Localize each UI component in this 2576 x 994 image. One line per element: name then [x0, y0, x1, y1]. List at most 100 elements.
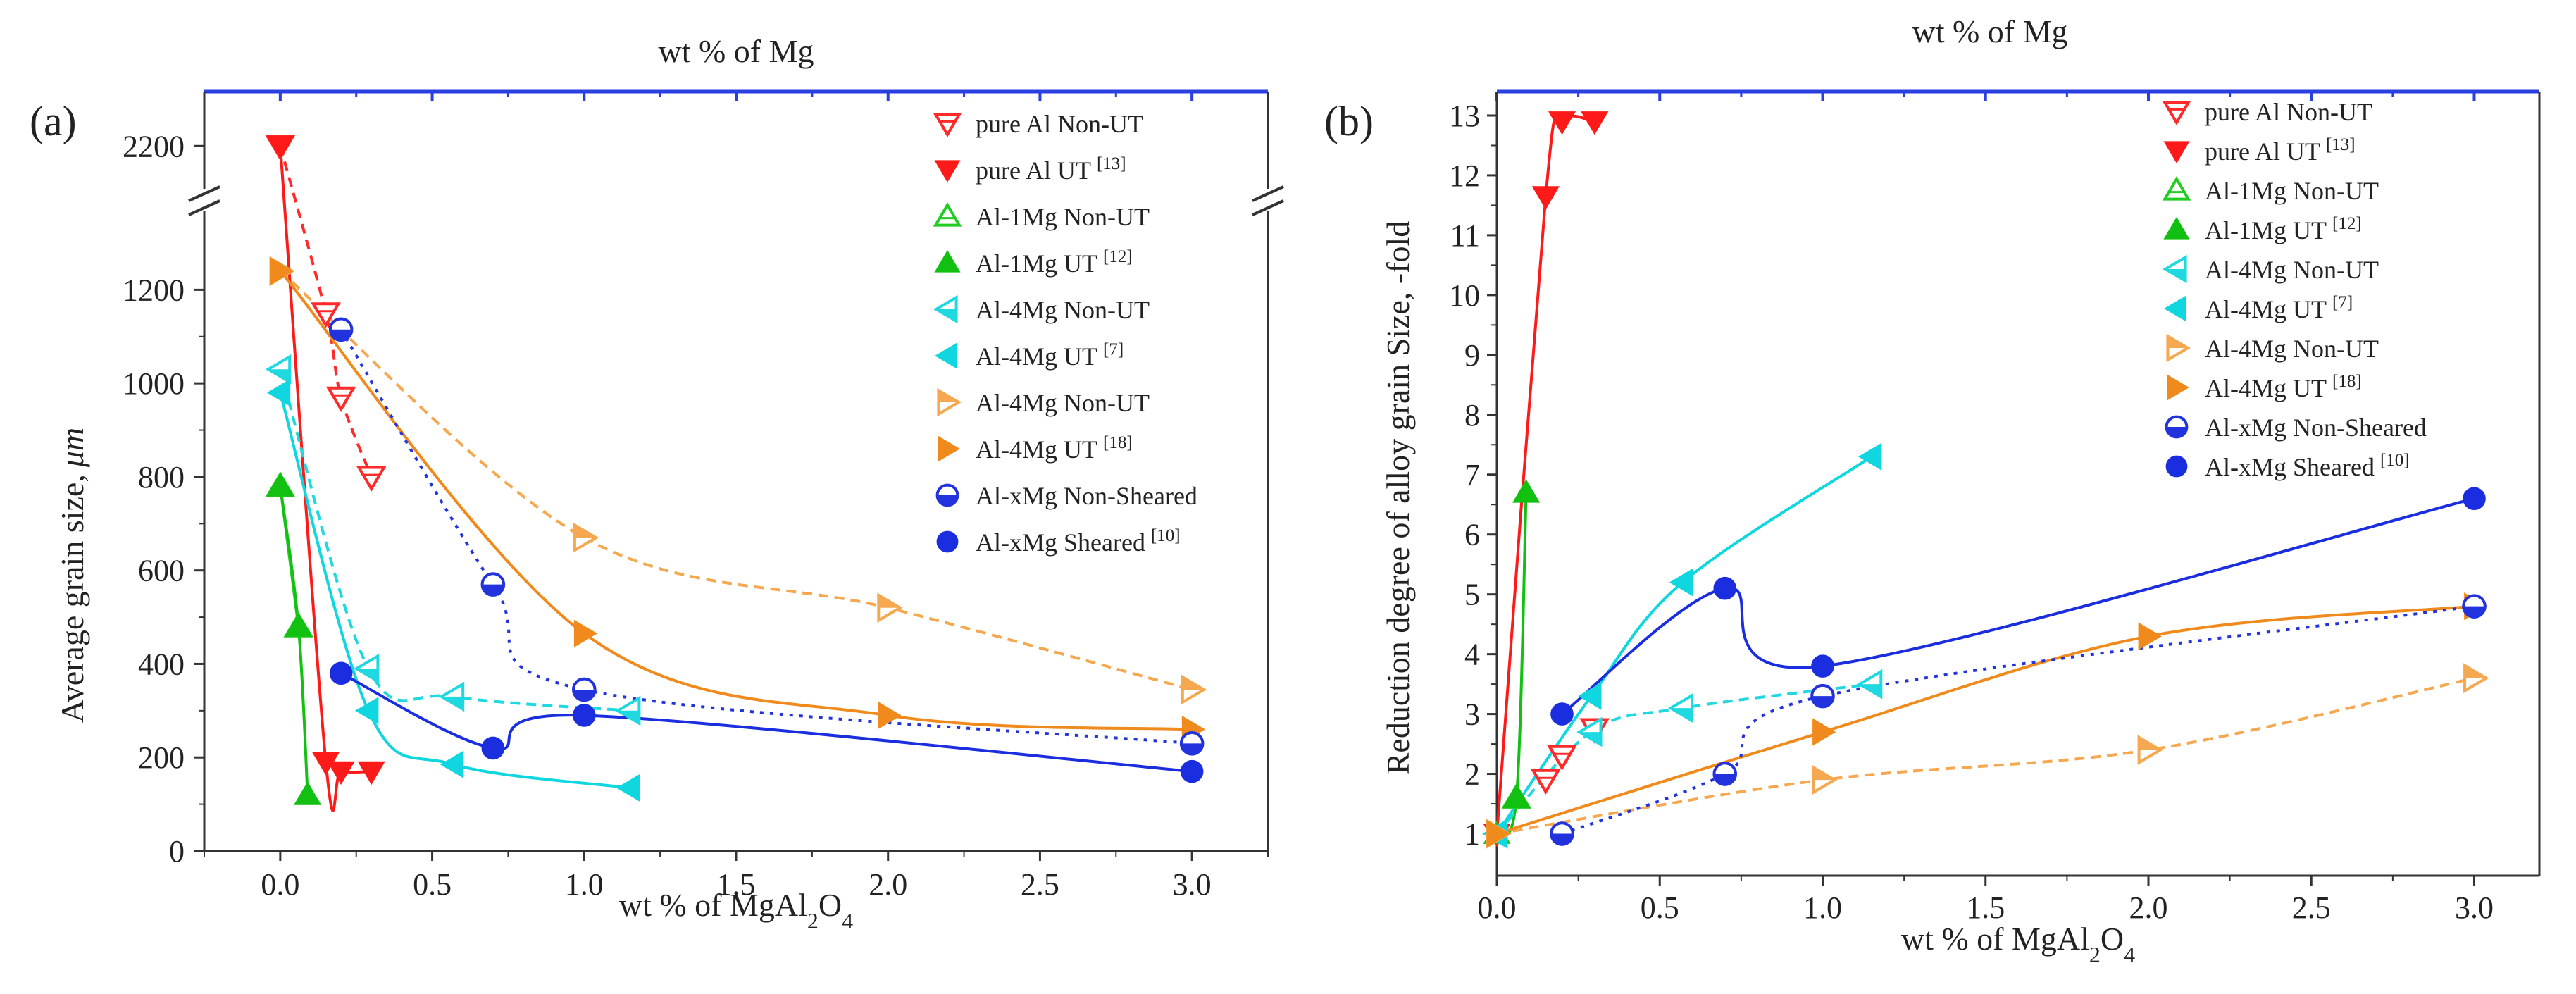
data-point	[480, 572, 506, 597]
x-tick-label: 0.5	[413, 867, 452, 902]
marker-shape	[878, 701, 902, 730]
y-tick-label: 9	[1464, 338, 1480, 373]
x-axis-title-tail: O	[819, 887, 842, 923]
marker-shape	[1548, 111, 1576, 135]
legend-item: Al-1Mg UT [12]	[934, 247, 1133, 278]
marker-half	[573, 689, 595, 701]
x-axis-title-sub: 2	[807, 908, 819, 933]
legend-marker	[2165, 415, 2189, 439]
legend-item: Al-4Mg UT [18]	[938, 433, 1133, 464]
legend-item: pure Al Non-UT	[933, 110, 1143, 138]
x-tick-label: 2.0	[2129, 890, 2168, 925]
legend-item: Al-1Mg Non-UT	[933, 202, 1150, 231]
marker-shape	[934, 250, 961, 273]
legend-label-name: pure Al UT	[2205, 137, 2320, 166]
y-tick-label: 12	[1449, 159, 1480, 193]
data-point	[356, 466, 387, 492]
data-point	[1858, 442, 1882, 471]
data-point	[1812, 718, 1836, 746]
marker-half	[1812, 696, 1834, 707]
data-point	[1486, 819, 1510, 848]
top-axis-title: wt % of Mg	[1912, 13, 2067, 49]
data-point	[1548, 111, 1576, 135]
data-point	[1581, 111, 1609, 135]
marker-shape	[933, 113, 962, 137]
data-point	[1713, 576, 1737, 600]
data-point	[355, 697, 379, 725]
series-line	[278, 368, 630, 712]
data-point	[2463, 663, 2489, 693]
marker-half	[1859, 684, 1881, 697]
x-axis-title-sub2: 4	[842, 908, 853, 933]
series-line	[278, 145, 373, 478]
legend-label-name: Al-1Mg UT	[2205, 216, 2327, 244]
legend-label-name: Al-1Mg UT	[976, 249, 1097, 278]
data-point	[877, 592, 903, 623]
data-point	[1180, 759, 1204, 783]
data-point	[294, 781, 322, 805]
panel-label: (a)	[30, 98, 77, 144]
marker-half	[937, 495, 958, 506]
marker-shape	[1578, 682, 1602, 710]
data-point	[616, 774, 640, 802]
x-axis-title: wt % of MgAl2O4	[619, 887, 853, 933]
y-tick-label: 11	[1450, 218, 1480, 253]
legend-label: Al-4Mg Non-UT	[2205, 256, 2379, 284]
legend-label-ref: [13]	[2326, 135, 2356, 154]
marker-half	[618, 710, 640, 723]
legend-label-name: Al-1Mg Non-UT	[976, 203, 1150, 231]
legend-label: pure Al Non-UT	[2205, 98, 2372, 126]
y-tick-label: 4	[1464, 638, 1480, 672]
legend-item: Al-1Mg UT [12]	[2163, 214, 2362, 244]
x-tick-label: 1.5	[717, 867, 756, 902]
legend: pure Al Non-UT pure Al UT [13] Al-1Mg Non-U…	[933, 110, 1197, 557]
marker-shape	[1502, 784, 1531, 808]
x-axis-title-sub2: 4	[2124, 942, 2135, 967]
legend-label-name: Al-4Mg Non-UT	[2205, 335, 2379, 363]
panel-a: wt % of Mg 0.0 0.5 1.0 1.5 2.0 2.5 3.0 0 200 400 60…	[30, 33, 1284, 933]
data-point	[440, 750, 464, 778]
x-tick-label: 2.5	[2292, 890, 2331, 925]
y-axis-title: Average grain size, μm	[54, 428, 90, 723]
marker-shape	[325, 386, 356, 412]
legend-marker	[933, 202, 962, 227]
marker-shape	[327, 761, 355, 785]
legend-item: pure Al Non-UT	[2162, 98, 2372, 126]
marker-half	[1670, 708, 1692, 721]
data-point	[2138, 622, 2162, 650]
marker-half	[2465, 665, 2487, 678]
marker-shape	[1547, 745, 1577, 771]
data-point	[1547, 745, 1577, 771]
y-tick-label: 10	[1449, 278, 1480, 313]
marker-shape	[270, 257, 294, 285]
legend-item: Al-1Mg Non-UT	[2162, 176, 2379, 205]
marker-half	[1579, 732, 1601, 745]
data-point	[270, 257, 294, 285]
marker-shape	[481, 736, 505, 760]
marker-shape	[2162, 101, 2191, 125]
marker-half	[1813, 767, 1835, 781]
legend-label: Al-4Mg UT [7]	[976, 340, 1124, 371]
data-point	[572, 704, 596, 727]
data-point	[573, 522, 599, 553]
data-point	[1181, 674, 1207, 705]
legend-label-ref: [10]	[1151, 526, 1181, 545]
y-tick-label: 400	[138, 647, 185, 681]
x-tick-label: 0.0	[1478, 890, 1517, 925]
x-tick-label: 3.0	[1173, 867, 1212, 902]
x-axis-title-sub: 2	[2089, 942, 2101, 967]
series-line	[340, 671, 1193, 774]
marker-half	[2463, 606, 2485, 617]
legend-label: Al-xMg Non-Sheared	[2205, 414, 2427, 442]
legend-marker	[2166, 333, 2191, 363]
legend-label: pure Al UT [13]	[976, 154, 1126, 185]
data-point	[1179, 731, 1205, 756]
legend-label: Al-1Mg UT [12]	[976, 247, 1133, 278]
data-point	[285, 613, 313, 637]
marker-half	[2165, 269, 2186, 281]
series-line	[279, 270, 1193, 691]
legend-marker	[938, 435, 960, 462]
legend-label: pure Al UT [13]	[2205, 135, 2356, 166]
legend-marker	[2162, 101, 2191, 125]
data-point	[265, 354, 292, 385]
